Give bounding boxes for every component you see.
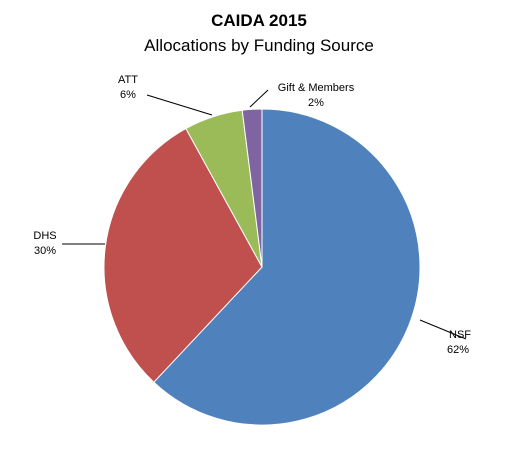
slice-label-percent: 2% [308,97,324,109]
slice-label-percent: 30% [34,245,56,257]
leader-line-att [146,94,213,116]
slice-label-name: ATT [118,74,138,86]
pie-slice-dhs [103,127,263,383]
slice-label-percent: 6% [120,89,136,101]
leader-line-gift-members [249,89,269,108]
pie-slice-nsf [153,108,421,426]
leader-line-nsf [419,319,467,340]
slice-label-name: DHS [33,230,56,242]
pie-slices [103,108,421,426]
pie-slice-gift-members [241,108,263,268]
slice-label-name: NSF [449,329,471,341]
chart-title: CAIDA 2015 [211,11,307,30]
slice-label-name: Gift & Members [278,82,355,94]
leader-lines [62,89,467,340]
slice-labels: NSF 62% DHS 30% ATT 6% Gift & Members 2% [33,74,471,356]
slice-label-percent: 62% [447,344,469,356]
chart-subtitle: Allocations by Funding Source [144,36,374,55]
